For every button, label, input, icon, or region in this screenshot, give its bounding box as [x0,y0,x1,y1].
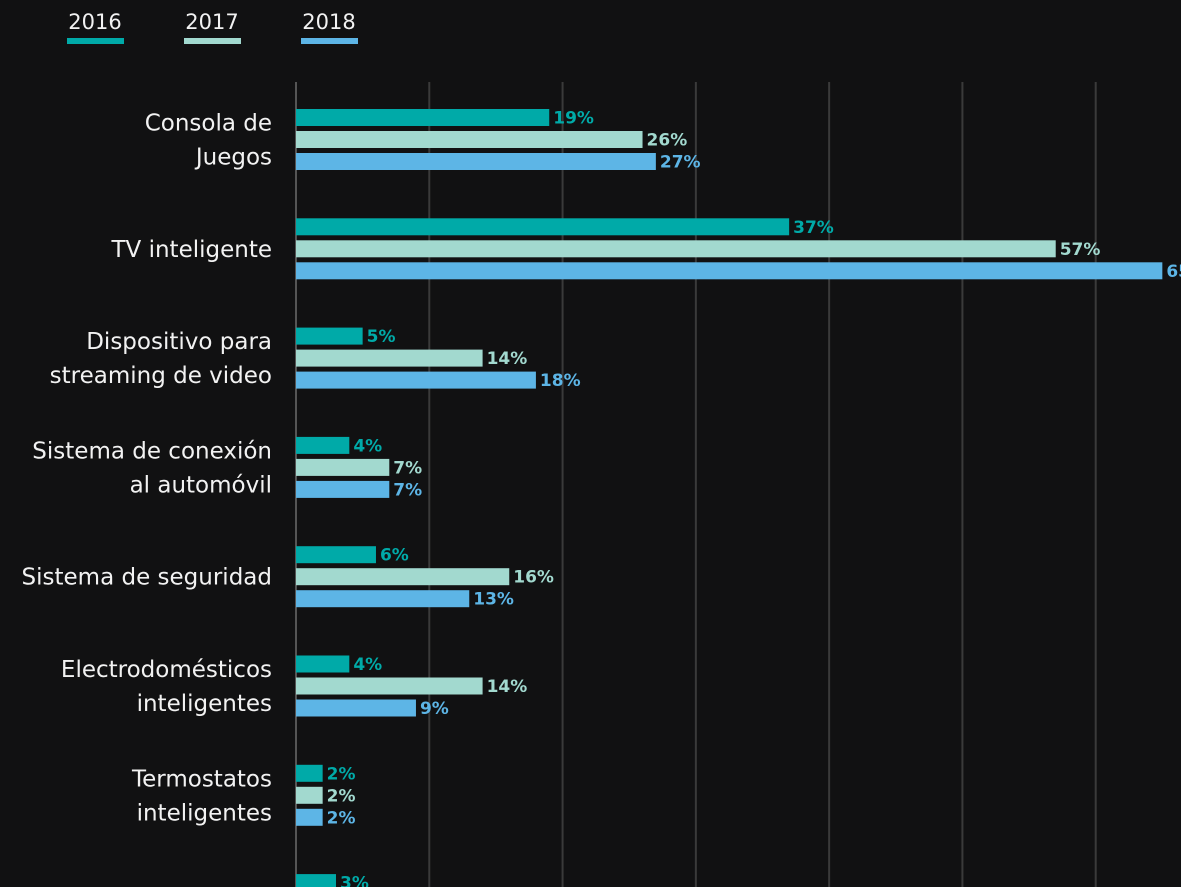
bar [296,677,483,695]
category-label: Sistema de seguridad [22,565,272,591]
value-label: 7% [393,458,422,478]
value-label: 13% [473,590,514,610]
bar [296,874,336,887]
value-label: 14% [487,677,528,697]
bar [296,262,1163,280]
bar [296,568,510,586]
value-label: 16% [513,568,554,588]
category-label: Electrodomésticos inteligentes [61,657,272,717]
category-line: Consola de [145,111,272,137]
value-label: 19% [553,109,594,129]
bar [296,436,350,454]
value-label: 7% [393,480,422,500]
category-label: Dispositivo para streaming de video [50,329,272,389]
value-label: 37% [793,218,834,238]
category-line: al automóvil [130,472,272,498]
bar [296,327,363,345]
bar [296,109,550,126]
legend-swatch [67,38,124,44]
category-line: inteligentes [137,691,272,717]
value-label: 6% [380,546,409,566]
bar [296,655,350,673]
category-label: Termostatos inteligentes [131,766,272,826]
value-label: 4% [353,655,382,675]
bar [296,218,790,236]
legend-swatch [301,38,358,44]
value-label: 4% [353,436,382,456]
bar [296,808,323,826]
bar [296,480,390,498]
bar [296,240,1056,258]
value-label: 2% [327,764,356,784]
category-label: Consola de Juegos [145,111,272,171]
category-label: Sistema de conexión al automóvil [32,438,272,498]
category-line: TV inteligente [110,237,272,263]
value-label: 57% [1060,240,1101,260]
category-line: Sistema de seguridad [22,565,272,591]
category-line: Sistema de conexión [32,438,272,464]
value-label: 9% [420,699,449,719]
value-label: 18% [540,371,581,391]
bar [296,153,656,170]
value-label: 5% [367,327,396,347]
bar [296,349,483,367]
bar [296,786,323,804]
category-line: streaming de video [50,363,272,389]
bar [296,458,390,476]
bar [296,371,536,389]
category-line: Termostatos [131,766,272,792]
value-label: 2% [327,786,356,806]
category-line: Dispositivo para [86,329,272,355]
legend-label: 2017 [185,10,238,34]
legend-label: 2018 [302,10,355,34]
value-label: 65% [1166,262,1181,282]
category-line: Electrodomésticos [61,657,272,683]
bar [296,699,416,717]
bar [296,546,376,564]
value-label: 2% [327,808,356,828]
category-line: Juegos [194,145,272,171]
bar [296,590,470,608]
category-label: TV inteligente [110,237,272,263]
legend-swatch [184,38,241,44]
value-label: 26% [647,131,688,151]
category-line: inteligentes [137,800,272,826]
legend-label: 2016 [68,10,121,34]
bar [296,764,323,782]
value-label: 14% [487,349,528,369]
bar [296,131,643,148]
value-label: 3% [340,874,369,887]
value-label: 27% [660,153,701,173]
